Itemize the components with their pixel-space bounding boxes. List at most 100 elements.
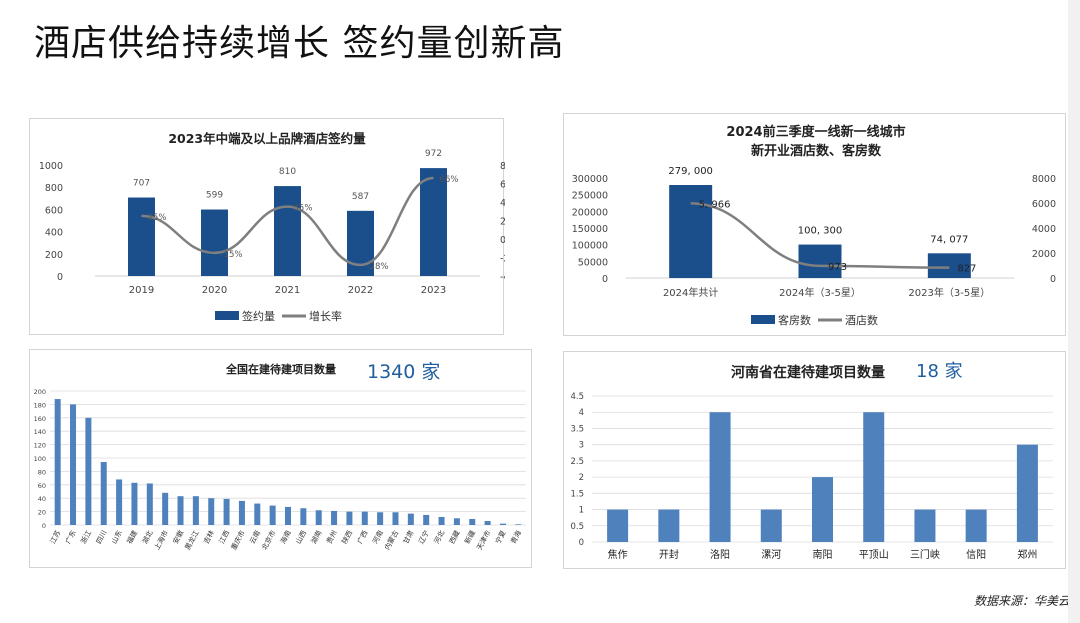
bar bbox=[361, 511, 368, 525]
bar bbox=[658, 509, 680, 542]
y-tick-label: 140 bbox=[34, 428, 46, 436]
national-pipeline-chart: 全国在建待建项目数量 1340 家 0 20 40 60 80 100 120 140 160 180… bbox=[34, 361, 526, 552]
x-tick-label: 吉林 bbox=[201, 529, 216, 546]
y2-tick-label: 40% bbox=[500, 198, 505, 209]
legend-swatch-bars bbox=[215, 311, 239, 320]
bar bbox=[238, 500, 245, 525]
line-data-label: -15% bbox=[221, 250, 243, 260]
bar bbox=[453, 518, 460, 525]
bar bbox=[331, 510, 338, 525]
x-tick-label: 四川 bbox=[95, 529, 109, 545]
line-data-label: 827 bbox=[957, 264, 976, 275]
y-tick-label: 1000 bbox=[39, 161, 63, 172]
x-tick-label: 焦作 bbox=[608, 548, 628, 561]
bar bbox=[162, 492, 169, 525]
y2-tick-label: 6000 bbox=[1032, 199, 1056, 210]
bar bbox=[669, 185, 713, 278]
y-tick-label: 0 bbox=[602, 274, 608, 285]
bar bbox=[798, 244, 842, 278]
x-tick-label: 天津市 bbox=[475, 529, 493, 552]
chart-title: 河南省在建待建项目数量 bbox=[731, 364, 885, 381]
y-tick-label: 20 bbox=[38, 509, 46, 517]
data-label: 810 bbox=[279, 167, 296, 177]
bar bbox=[469, 518, 476, 525]
y-tick-label: 120 bbox=[34, 442, 46, 450]
bar bbox=[70, 404, 77, 525]
bar bbox=[131, 482, 138, 525]
line-data-label: 5, 966 bbox=[699, 199, 731, 210]
bar bbox=[1016, 444, 1038, 542]
legend-label-bars: 客房数 bbox=[778, 313, 811, 327]
growth-line bbox=[141, 176, 434, 267]
bar bbox=[407, 513, 414, 525]
x-tick-label: 三门峡 bbox=[910, 548, 940, 561]
y-tick-label: 100000 bbox=[572, 241, 608, 252]
x-tick-label: 贵州 bbox=[324, 529, 339, 546]
x-tick-label: 2023 bbox=[421, 285, 446, 296]
y-tick-label: 800 bbox=[45, 183, 63, 194]
y-tick-label: 150000 bbox=[572, 224, 608, 235]
x-tick-label: 福建 bbox=[125, 529, 140, 546]
y-tick-label: 200 bbox=[45, 250, 63, 261]
bar bbox=[208, 498, 215, 525]
chart-panel-henan-pipeline: 河南省在建待建项目数量 18 家 0 0.5 1 1.5 2 2.5 3 3.5 4 4.5 焦作 开封 洛… bbox=[563, 351, 1066, 569]
bar bbox=[274, 186, 301, 276]
x-tick-label: 2021 bbox=[275, 285, 300, 296]
x-tick-label: 新疆 bbox=[463, 529, 478, 546]
bar bbox=[177, 496, 184, 525]
y2-tick-label: -20% bbox=[500, 254, 505, 265]
x-tick-label: 广西 bbox=[355, 529, 370, 546]
y-tick-label: 400 bbox=[45, 228, 63, 239]
y-tick-label: 250000 bbox=[572, 191, 608, 202]
page-title: 酒店供给持续增长 签约量创新高 bbox=[34, 23, 565, 64]
y-tick-label: 600 bbox=[45, 205, 63, 216]
y2-tick-label: 80% bbox=[500, 161, 505, 172]
chart-subtitle: 新开业酒店数、客房数 bbox=[751, 143, 882, 159]
y-tick-label: 0 bbox=[57, 272, 63, 283]
right-edge-strip bbox=[1068, 0, 1080, 623]
chart-title: 2024前三季度一线新一线城市 bbox=[726, 124, 905, 140]
bar bbox=[420, 168, 447, 276]
hotel-count-line bbox=[690, 202, 950, 269]
y-tick-label: 40 bbox=[38, 495, 46, 503]
y-tick-label: 0 bbox=[579, 538, 584, 548]
data-source-note: 数据来源：华美云 bbox=[973, 594, 1070, 608]
line-data-label: -28% bbox=[367, 262, 389, 272]
x-tick-label: 西藏 bbox=[447, 529, 462, 546]
bar bbox=[484, 520, 491, 525]
bar bbox=[269, 505, 276, 525]
data-label: 707 bbox=[133, 179, 150, 189]
x-tick-label: 南阳 bbox=[813, 548, 833, 561]
x-tick-label: 青海 bbox=[509, 529, 524, 546]
bar bbox=[116, 479, 123, 525]
data-label: 587 bbox=[352, 192, 369, 202]
y-tick-label: 100 bbox=[34, 455, 46, 463]
x-tick-label: 河南 bbox=[370, 529, 385, 546]
x-tick-label: 湖北 bbox=[140, 529, 155, 546]
legend-label-line: 酒店数 bbox=[845, 313, 878, 327]
x-tick-label: 信阳 bbox=[966, 549, 986, 561]
y-tick-label: 4 bbox=[579, 408, 584, 418]
y-tick-label: 300000 bbox=[572, 174, 608, 185]
y2-tick-label: 20% bbox=[500, 217, 505, 228]
chart-panel-national-pipeline: 全国在建待建项目数量 1340 家 0 20 40 60 80 100 120 140 160 180… bbox=[29, 349, 532, 568]
x-tick-label: 洛阳 bbox=[710, 548, 730, 561]
y-tick-label: 200 bbox=[34, 388, 46, 396]
bar bbox=[300, 508, 307, 525]
x-tick-label: 黑龙江 bbox=[183, 529, 201, 552]
x-tick-label: 山西 bbox=[294, 529, 309, 546]
x-tick-label: 海南 bbox=[278, 529, 293, 546]
bar bbox=[914, 509, 936, 542]
bar bbox=[499, 523, 506, 525]
x-tick-label: 江西 bbox=[218, 529, 232, 545]
x-tick-label: 河北 bbox=[433, 529, 447, 545]
y-tick-label: 2.5 bbox=[570, 457, 584, 467]
y2-tick-label: 0% bbox=[500, 235, 505, 246]
x-tick-label: 湖南 bbox=[309, 529, 324, 546]
y-tick-label: 3 bbox=[579, 441, 584, 451]
x-tick-label: 2020 bbox=[202, 285, 227, 296]
bar bbox=[254, 503, 261, 525]
x-tick-label: 辽宁 bbox=[416, 529, 431, 546]
bar bbox=[760, 509, 782, 542]
legend-swatch-bars bbox=[751, 315, 775, 324]
